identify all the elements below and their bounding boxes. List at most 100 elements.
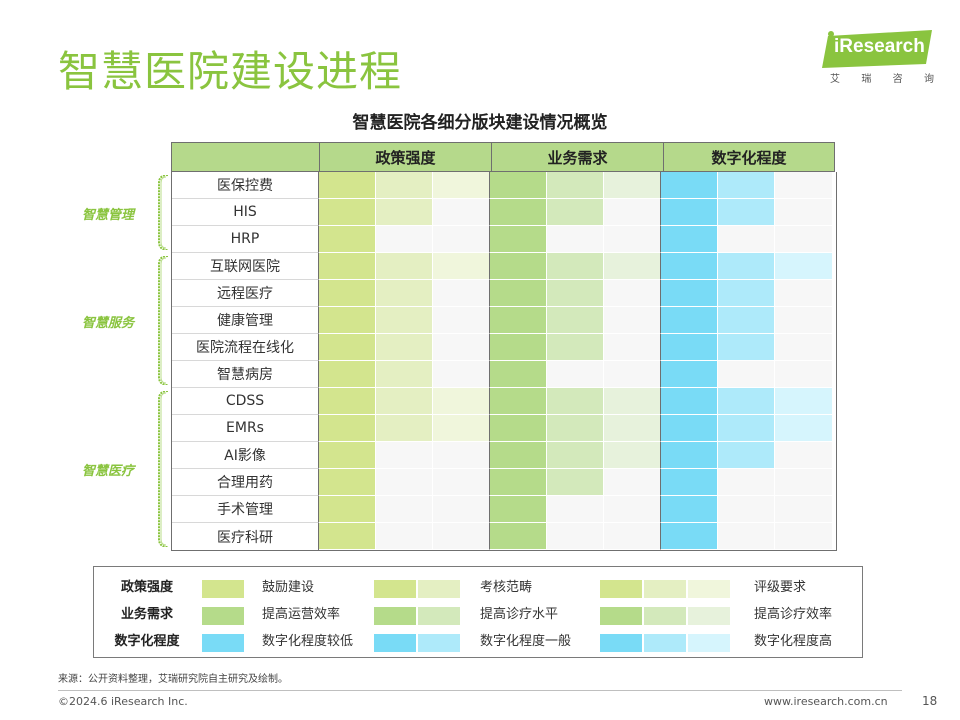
- level-cell: [775, 307, 832, 334]
- level-cell: [433, 442, 490, 469]
- level-cell: [604, 253, 661, 280]
- matrix-row: 智慧病房: [172, 361, 836, 388]
- level-cell: [604, 172, 661, 199]
- source-note: 来源：公开资料整理，艾瑞研究院自主研究及绘制。: [58, 674, 288, 685]
- level-cell: [547, 199, 604, 226]
- level-cell: [433, 199, 490, 226]
- website-link[interactable]: www.iresearch.com.cn: [764, 695, 888, 708]
- level-cell: [775, 388, 832, 415]
- legend-swatch: [418, 607, 460, 625]
- logo-sub-char: 瑞: [861, 74, 872, 85]
- level-cell: [718, 361, 775, 388]
- group-bracket: [158, 391, 169, 547]
- level-cell: [319, 334, 376, 361]
- matrix-row: AI影像: [172, 442, 836, 469]
- legend-swatch: [688, 607, 730, 625]
- matrix-row: HRP: [172, 226, 836, 253]
- level-cell: [775, 172, 832, 199]
- level-cell: [376, 199, 433, 226]
- logo-subtitle: 艾 瑞 咨 询: [830, 70, 934, 85]
- level-cell: [433, 226, 490, 253]
- level-cell: [547, 442, 604, 469]
- matrix-row: 互联网医院: [172, 253, 836, 280]
- row-label: CDSS: [172, 388, 319, 415]
- level-cell: [319, 280, 376, 307]
- level-cell: [604, 334, 661, 361]
- level-cell: [718, 307, 775, 334]
- legend-label: 数字化程度高: [754, 634, 833, 649]
- level-cell: [604, 388, 661, 415]
- level-cell: [319, 523, 376, 550]
- legend-swatch: [202, 634, 244, 652]
- level-cell: [718, 469, 775, 496]
- level-cell: [661, 415, 718, 442]
- row-label: 手术管理: [172, 496, 319, 523]
- level-cell: [319, 415, 376, 442]
- legend-swatch: [644, 634, 686, 652]
- legend-swatch: [418, 634, 460, 652]
- level-cell: [604, 496, 661, 523]
- row-label: 合理用药: [172, 469, 319, 496]
- row-label: EMRs: [172, 415, 319, 442]
- legend-label: 提高诊疗水平: [480, 607, 559, 622]
- level-cell: [490, 253, 547, 280]
- level-cell: [547, 415, 604, 442]
- level-cell: [661, 361, 718, 388]
- level-cell: [319, 172, 376, 199]
- level-cell: [490, 172, 547, 199]
- legend-swatch: [600, 634, 642, 652]
- level-cell: [376, 496, 433, 523]
- legend-swatch: [418, 580, 460, 598]
- footer-divider: [58, 690, 902, 691]
- legend-label: 数字化程度较低: [262, 634, 354, 649]
- row-label: HIS: [172, 199, 319, 226]
- level-cell: [376, 361, 433, 388]
- level-cell: [490, 442, 547, 469]
- legend-row: 数字化程度 数字化程度较低 数字化程度一般 数字化程度高: [94, 632, 864, 652]
- level-cell: [376, 415, 433, 442]
- level-cell: [718, 226, 775, 253]
- level-cell: [490, 496, 547, 523]
- level-cell: [661, 334, 718, 361]
- level-cell: [490, 523, 547, 550]
- level-cell: [319, 199, 376, 226]
- header-corner: [171, 142, 319, 172]
- level-cell: [775, 523, 832, 550]
- level-cell: [376, 253, 433, 280]
- legend-swatch: [644, 607, 686, 625]
- matrix-row: 医保控费: [172, 172, 836, 199]
- level-cell: [718, 388, 775, 415]
- level-cell: [547, 280, 604, 307]
- level-cell: [775, 226, 832, 253]
- level-cell: [661, 253, 718, 280]
- legend-swatch: [202, 580, 244, 598]
- level-cell: [661, 496, 718, 523]
- level-cell: [718, 172, 775, 199]
- level-cell: [319, 496, 376, 523]
- row-label: 远程医疗: [172, 280, 319, 307]
- matrix-row: 远程医疗: [172, 280, 836, 307]
- level-cell: [775, 361, 832, 388]
- level-cell: [490, 361, 547, 388]
- level-cell: [376, 307, 433, 334]
- level-cell: [490, 307, 547, 334]
- level-cell: [376, 523, 433, 550]
- level-cell: [604, 226, 661, 253]
- level-cell: [718, 496, 775, 523]
- row-label: HRP: [172, 226, 319, 253]
- copyright: ©2024.6 iResearch Inc.: [58, 695, 188, 708]
- page-number: 18: [922, 694, 938, 708]
- header-digital: 数字化程度: [663, 142, 835, 172]
- level-cell: [433, 388, 490, 415]
- level-cell: [547, 253, 604, 280]
- matrix-row: 合理用药: [172, 469, 836, 496]
- group-label: 智慧服务: [82, 315, 135, 331]
- level-cell: [319, 442, 376, 469]
- level-cell: [433, 523, 490, 550]
- legend-swatch: [644, 580, 686, 598]
- level-cell: [604, 415, 661, 442]
- level-cell: [547, 523, 604, 550]
- level-cell: [604, 280, 661, 307]
- legend-label: 鼓励建设: [262, 580, 315, 595]
- level-cell: [718, 280, 775, 307]
